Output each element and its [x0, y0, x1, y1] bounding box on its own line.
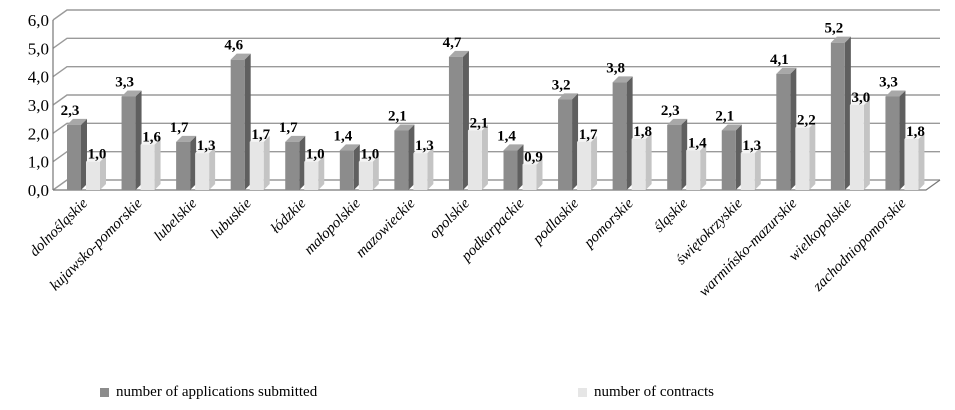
bar-applications — [121, 90, 142, 190]
bar-applications — [612, 76, 633, 190]
bar-contracts — [195, 147, 216, 190]
bar-contracts — [86, 155, 106, 190]
legend-label-contracts: number of contracts — [594, 384, 714, 400]
bar-contracts — [522, 158, 543, 190]
data-label-applications: 1,4 — [333, 128, 352, 144]
bar-applications — [448, 50, 469, 191]
y-tick-label: 1,0 — [28, 153, 49, 172]
data-labels: 2,3 1,0 3,3 1,6 1,7 1,3 4,6 1,7 1,7 1,0 1,4 1,0 2,1 1… — [61, 21, 925, 166]
data-label-contracts: 1,0 — [306, 147, 325, 163]
data-label-contracts: 1,3 — [742, 138, 761, 154]
data-label-contracts: 1,3 — [197, 138, 216, 154]
x-tick-label: lubuskie — [208, 195, 255, 242]
bar-applications — [830, 36, 851, 190]
bar-applications — [67, 118, 87, 190]
data-label-applications: 5,2 — [825, 21, 844, 37]
data-label-applications: 3,8 — [606, 60, 625, 76]
bar-applications — [776, 67, 797, 190]
y-tick-label: 2,0 — [28, 124, 49, 143]
data-label-applications: 2,3 — [61, 103, 80, 119]
bar-applications — [339, 144, 360, 190]
bar-applications — [394, 124, 415, 190]
bar-contracts — [849, 99, 870, 190]
data-label-applications: 2,3 — [661, 103, 680, 119]
y-tick-label: 5,0 — [28, 39, 49, 58]
x-tick-label: pomorskie — [581, 195, 637, 251]
bar-contracts — [304, 155, 325, 190]
data-label-contracts: 1,8 — [633, 124, 652, 140]
x-tick-label: śląskie — [651, 195, 691, 235]
bar-applications — [721, 124, 742, 190]
data-label-applications: 1,7 — [279, 120, 298, 136]
bar-contracts — [904, 133, 925, 190]
data-label-applications: 1,7 — [170, 120, 189, 136]
data-label-contracts: 1,6 — [142, 130, 161, 146]
x-tick-label: opolskie — [426, 195, 473, 242]
bar-contracts — [631, 133, 652, 190]
gridline — [52, 94, 940, 106]
bar-contracts — [467, 124, 488, 190]
data-label-contracts: 2,2 — [797, 113, 816, 129]
y-tick-label: 3,0 — [28, 96, 49, 115]
x-tick-label: podlaskie — [529, 195, 582, 248]
bar-contracts — [577, 135, 598, 190]
bars — [67, 36, 925, 191]
x-tick-label: mazowieckie — [353, 195, 419, 261]
axes: 0,0 1,0 2,0 3,0 4,0 5,0 6,0 — [28, 11, 941, 200]
data-label-contracts: 0,9 — [524, 150, 543, 166]
legend-label-applications: number of applications submitted — [116, 384, 318, 400]
data-label-contracts: 1,0 — [88, 147, 107, 163]
x-tick-label: warmińsko-mazurskie — [696, 195, 801, 300]
data-label-applications: 2,1 — [715, 109, 734, 125]
data-label-contracts: 1,4 — [688, 135, 707, 151]
bar-applications — [176, 135, 197, 190]
data-label-contracts: 1,0 — [360, 147, 379, 163]
y-tick-label: 0,0 — [28, 181, 49, 200]
bar-applications — [885, 90, 906, 190]
gridline — [52, 9, 940, 21]
data-label-contracts: 1,7 — [579, 127, 598, 143]
data-label-applications: 1,4 — [497, 128, 516, 144]
x-tick-label: zachodniopomorskie — [810, 195, 910, 295]
data-label-contracts: 2,1 — [470, 116, 489, 132]
data-label-applications: 3,3 — [879, 75, 898, 91]
x-tick-label: lubelskie — [151, 195, 200, 244]
legend-item-contracts: number of contracts — [578, 384, 714, 401]
bar-applications — [503, 144, 524, 190]
data-label-contracts: 1,3 — [415, 138, 434, 154]
legend-swatch-applications — [100, 388, 109, 397]
data-label-applications: 3,2 — [552, 77, 571, 93]
bar-applications — [667, 118, 688, 190]
x-tick-label: kujawsko-pomorskie — [47, 195, 146, 294]
gridline — [52, 65, 940, 78]
data-label-contracts: 1,7 — [251, 127, 270, 143]
bar-contracts — [413, 147, 434, 190]
data-label-contracts: 3,0 — [852, 90, 871, 106]
grid-lines — [52, 9, 940, 191]
y-tick-label: 4,0 — [28, 68, 49, 87]
bar-contracts — [740, 147, 761, 190]
data-label-applications: 4,7 — [443, 35, 462, 51]
bar-contracts — [358, 155, 379, 190]
x-tick-label: łódzkie — [268, 195, 310, 237]
bar-applications — [285, 135, 306, 190]
bar-contracts — [795, 121, 816, 190]
bar-applications — [230, 53, 251, 190]
bar-contracts — [686, 144, 707, 190]
bar-applications — [558, 93, 579, 190]
data-label-applications: 4,6 — [224, 38, 243, 54]
bar-contracts — [249, 135, 270, 190]
legend-swatch-contracts — [578, 388, 587, 397]
data-label-applications: 2,1 — [388, 109, 407, 125]
bar-contracts — [140, 138, 161, 190]
legend-item-applications: number of applications submitted — [100, 384, 317, 401]
gridline — [52, 122, 940, 134]
data-label-contracts: 1,8 — [906, 124, 925, 140]
data-label-applications: 4,1 — [770, 52, 789, 68]
y-tick-label: 6,0 — [28, 11, 49, 30]
data-label-applications: 3,3 — [115, 75, 134, 91]
gridline — [52, 37, 940, 49]
